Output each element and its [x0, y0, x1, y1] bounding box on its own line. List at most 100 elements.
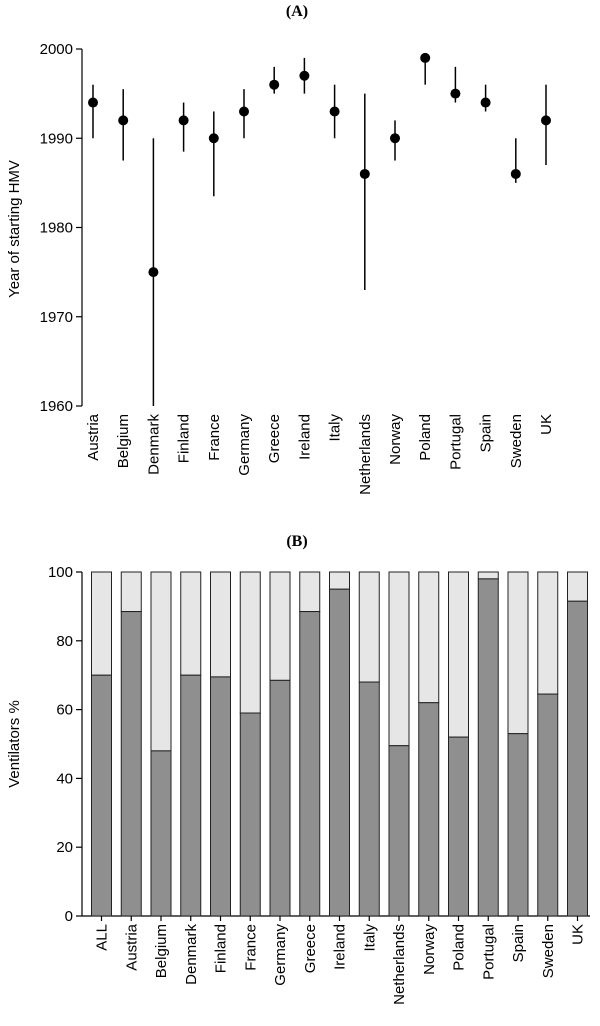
bar-segment-lower [299, 611, 321, 917]
bar-segment-upper [477, 571, 499, 580]
panel-b-label: (B) [286, 533, 307, 550]
bar-segment-upper [448, 571, 469, 738]
panel-b-x-tick-label: Norway [421, 924, 438, 975]
panel-b-x-tick-label: Portugal [480, 924, 497, 980]
panel-b-x-tick-label: Germany [272, 924, 289, 986]
bar-segment-lower [567, 600, 588, 917]
bar-segment-upper [239, 571, 261, 714]
bar-segment-upper [567, 571, 588, 602]
panel-b-x-tick-label: Ireland [332, 924, 349, 970]
data-point [329, 106, 340, 117]
panel-a-y-axis-title: Year of starting HMV [6, 160, 23, 298]
bar-segment-lower [388, 745, 410, 917]
panel-a-x-tick-label: Netherlands [357, 414, 374, 495]
panel-b-x-ticks: ALL Austria Belgium Denmark Finland France Ger… [94, 916, 587, 1005]
panel-a-x-tick-label: UK [538, 414, 555, 435]
data-point [510, 168, 521, 179]
bar-segment-upper [507, 571, 529, 735]
panel-a-axes: 1960 1970 1980 1990 2000 [40, 41, 83, 415]
data-point [239, 106, 249, 117]
panel-b-x-tick-label: Italy [361, 924, 378, 952]
bar-segment-lower [537, 693, 559, 917]
bar-segment-upper [358, 571, 380, 683]
bar-segment-lower [358, 681, 380, 917]
panel-a-x-tick-label: Belgium [115, 414, 132, 468]
bar-segment-lower [210, 676, 231, 917]
data-point [148, 267, 159, 278]
panel-a: (A) Year of starting HMV 1960 1970 1980 199… [6, 3, 555, 495]
data-point [480, 97, 491, 108]
bar-segment-upper [210, 571, 231, 678]
bar-segment-upper [418, 571, 440, 704]
data-point [450, 88, 461, 99]
panel-a-y-tick-label: 1970 [40, 309, 73, 326]
bar-segment-upper [120, 571, 142, 613]
bar-segment-upper [269, 571, 291, 681]
bar-segment-upper [329, 571, 350, 590]
panel-a-y-tick-label: 1990 [40, 130, 73, 147]
panel-a-x-ticks: Austria Belgium Denmark Finland France German… [85, 413, 555, 495]
panel-b-marks [91, 571, 588, 917]
bar-segment-lower [91, 674, 112, 917]
panel-a-x-tick-label: Ireland [296, 414, 313, 460]
panel-b-x-tick-label: Netherlands [391, 924, 408, 1005]
panel-b-x-tick-label: UK [570, 924, 587, 945]
panel-b-x-tick-label: Austria [123, 923, 140, 970]
panel-a-y-tick-label: 2000 [40, 41, 73, 58]
panel-b-x-tick-label: Poland [451, 924, 468, 971]
bar-segment-upper [388, 571, 410, 747]
panel-a-x-tick-label: Portugal [447, 414, 464, 470]
panel-b-x-tick-label: Belgium [153, 924, 170, 978]
bar-segment-lower [477, 578, 499, 917]
data-point [269, 79, 280, 90]
bar-segment-lower [418, 702, 440, 917]
bar-segment-upper [180, 571, 202, 676]
panel-b-y-axis-title: Ventilators % [6, 700, 23, 788]
data-point [390, 133, 400, 144]
panel-a-x-tick-label: Germany [236, 414, 253, 476]
panel-b-x-tick-label: Finland [213, 924, 230, 973]
data-point [541, 115, 551, 126]
panel-b-y-tick-label: 40 [56, 770, 73, 787]
panel-b-x-tick-label: Sweden [540, 924, 557, 978]
bar-segment-lower [507, 733, 529, 917]
panel-b-y-tick-label: 100 [48, 564, 73, 581]
panel-a-x-tick-label: Sweden [508, 414, 525, 468]
panel-a-x-tick-label: Finland [176, 414, 193, 463]
bar-segment-lower [120, 611, 142, 917]
panel-b-x-tick-label: France [242, 924, 259, 971]
bar-segment-lower [180, 674, 202, 917]
panel-b: (B) Ventilators % 0 20 40 60 80 100 ALL Austri… [6, 533, 590, 1005]
panel-a-y-tick-label: 1960 [40, 398, 73, 415]
bar-segment-upper [537, 571, 559, 695]
panel-a-x-tick-label: Austria [85, 413, 102, 460]
panel-a-x-tick-label: France [206, 414, 223, 461]
bar-segment-lower [329, 588, 350, 917]
data-point [359, 168, 370, 179]
data-point [208, 133, 219, 144]
bar-segment-lower [239, 712, 261, 917]
panel-b-x-tick-label: Greece [302, 924, 319, 973]
data-point [299, 70, 310, 81]
panel-b-y-tick-label: 80 [56, 633, 73, 650]
panel-a-x-tick-label: Denmark [145, 414, 162, 475]
panel-a-label: (A) [286, 3, 308, 20]
data-point [88, 97, 98, 108]
panel-a-x-tick-label: Norway [387, 414, 404, 465]
panel-b-y-tick-label: 60 [56, 702, 73, 719]
panel-a-marks [88, 52, 551, 406]
bar-segment-upper [150, 571, 172, 752]
data-point [420, 52, 431, 63]
panel-b-y-tick-label: 20 [56, 839, 73, 856]
data-point [118, 115, 129, 126]
panel-a-x-tick-label: Italy [327, 414, 344, 442]
bar-segment-lower [269, 679, 291, 917]
panel-b-x-tick-label: Spain [510, 924, 527, 962]
panel-a-y-tick-label: 1980 [40, 220, 73, 237]
bar-segment-upper [91, 571, 112, 676]
bar-segment-upper [299, 571, 321, 613]
panel-b-x-tick-label: Denmark [183, 924, 200, 985]
panel-b-x-tick-label: ALL [94, 924, 111, 951]
bar-segment-lower [150, 750, 172, 917]
